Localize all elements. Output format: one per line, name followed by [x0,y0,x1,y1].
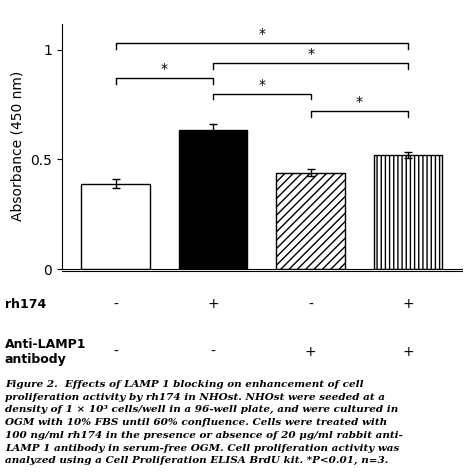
Text: *: * [258,27,265,41]
Text: Figure 2.  Effects of LAMP 1 blocking on enhancement of cell: Figure 2. Effects of LAMP 1 blocking on … [5,380,363,389]
Bar [277,173,345,269]
Text: -: - [113,297,118,312]
Text: +: + [305,345,317,359]
Text: analyzed using a Cell Proliferation ELISA BrdU kit. *P<0.01, n=3.: analyzed using a Cell Proliferation ELIS… [5,456,388,465]
Y-axis label: Absorbance (450 nm): Absorbance (450 nm) [11,71,25,221]
Text: -: - [210,345,216,359]
Text: 100 ng/ml rh174 in the presence or absence of 20 μg/ml rabbit anti-: 100 ng/ml rh174 in the presence or absen… [5,431,403,440]
Text: rh174: rh174 [5,298,46,311]
Text: -: - [113,345,118,359]
Text: Anti-LAMP1
antibody: Anti-LAMP1 antibody [5,337,86,366]
Text: proliferation activity by rh174 in NHOst. NHOst were seeded at a: proliferation activity by rh174 in NHOst… [5,393,385,402]
Text: LAMP 1 antibody in serum-free OGM. Cell proliferation activity was: LAMP 1 antibody in serum-free OGM. Cell … [5,444,399,453]
Text: +: + [207,297,219,312]
Bar [179,130,247,269]
Text: *: * [356,95,363,109]
Text: density of 1 × 10³ cells/well in a 96-well plate, and were cultured in: density of 1 × 10³ cells/well in a 96-we… [5,405,398,414]
Bar [81,184,149,269]
Text: *: * [258,77,265,92]
Text: +: + [402,297,414,312]
Text: OGM with 10% FBS until 60% confluence. Cells were treated with: OGM with 10% FBS until 60% confluence. C… [5,418,387,427]
Text: *: * [161,62,168,76]
Text: *: * [307,47,314,61]
Text: +: + [402,345,414,359]
Text: -: - [308,297,313,312]
Bar [374,155,442,269]
